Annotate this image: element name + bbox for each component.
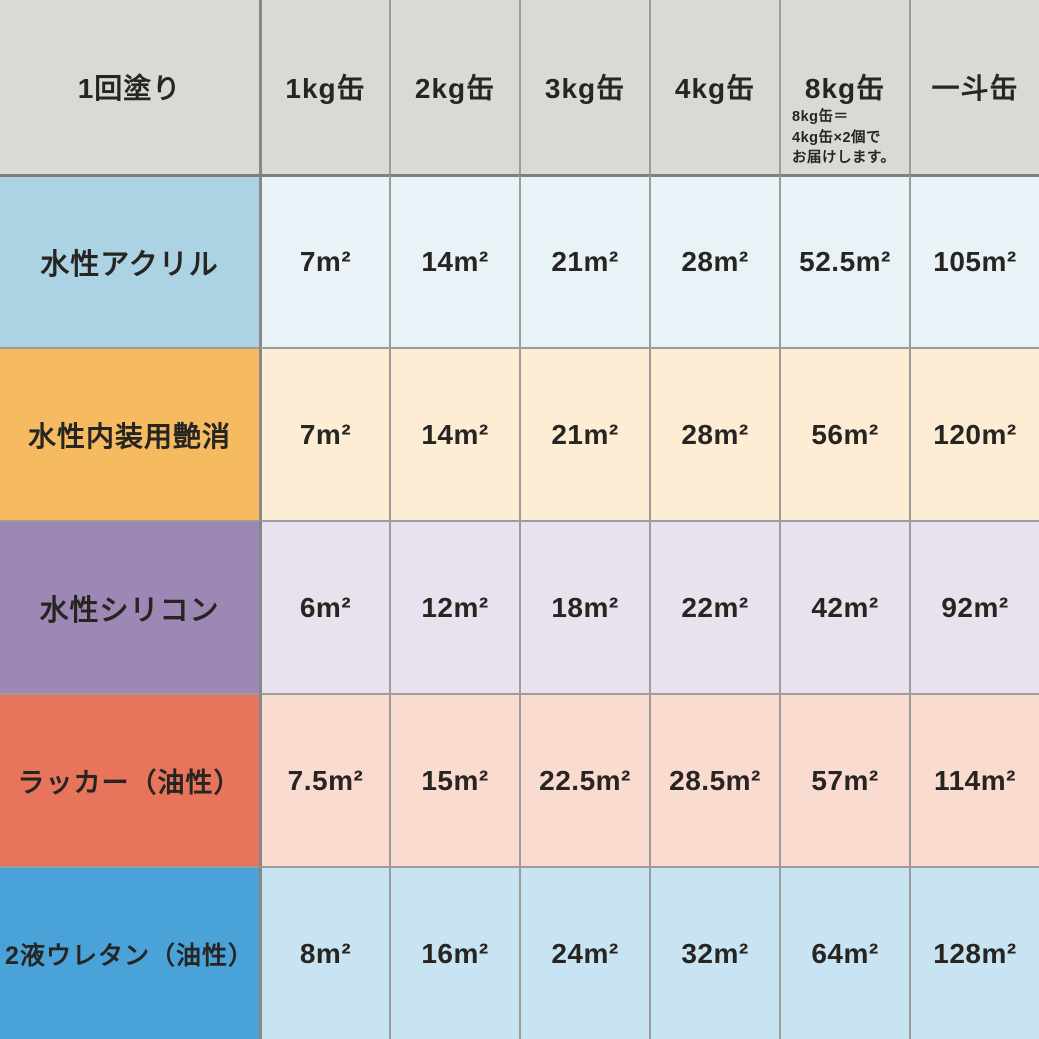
coverage-value: 52.5m² <box>799 246 891 277</box>
header-8kg-can-label: 8kg缶 <box>804 73 886 104</box>
coverage-value: 28m² <box>681 418 749 450</box>
coverage-value: 24m² <box>551 937 619 969</box>
coverage-value: 6m² <box>299 591 352 623</box>
header-1kg-can: 1kg缶 <box>259 0 389 174</box>
coverage-cell-water-acrylic-1kg: 7m² <box>259 174 389 347</box>
header-4kg-can: 4kg缶 <box>649 0 779 174</box>
header-itto-can-label: 一斗缶 <box>931 73 1019 104</box>
coverage-cell-water-acrylic-8kg: 52.5m² <box>779 174 909 347</box>
coverage-cell-urethane-4kg: 32m² <box>649 866 779 1039</box>
coverage-cell-silicone-4kg: 22m² <box>649 520 779 693</box>
coverage-cell-water-acrylic-2kg: 14m² <box>389 174 519 347</box>
8kg-can-note-line3: お届けします。 <box>792 150 896 167</box>
header-8kg-can: 8kg缶 8kg缶＝ 4kg缶×2個で お届けします。 <box>779 0 909 174</box>
row-label-water-acrylic: 水性アクリル <box>0 174 259 347</box>
row-label-water-silicone-text: 水性シリコン <box>39 594 220 627</box>
header-3kg-can-label: 3kg缶 <box>544 73 626 104</box>
coverage-value: 28m² <box>681 246 749 277</box>
coverage-value: 14m² <box>421 246 489 277</box>
coverage-cell-silicone-itto: 92m² <box>909 520 1039 693</box>
coverage-cell-silicone-8kg: 42m² <box>779 520 909 693</box>
coverage-cell-silicone-3kg: 18m² <box>519 520 649 693</box>
coverage-value: 105m² <box>933 246 1017 277</box>
row-label-water-interior-matte: 水性内装用艶消 <box>0 347 259 520</box>
coverage-cell-water-acrylic-4kg: 28m² <box>649 174 779 347</box>
header-first-coat: 1回塗り <box>0 0 259 174</box>
row-label-water-acrylic-text: 水性アクリル <box>40 249 219 281</box>
header-4kg-can-label: 4kg缶 <box>674 73 756 104</box>
header-first-coat-label: 1回塗り <box>77 73 182 104</box>
coverage-cell-urethane-8kg: 64m² <box>779 866 909 1039</box>
coverage-value: 15m² <box>421 764 489 796</box>
coverage-value: 8m² <box>299 937 352 969</box>
coverage-value: 114m² <box>934 764 1016 796</box>
coverage-value: 18m² <box>551 591 619 623</box>
coverage-value: 28.5m² <box>669 764 761 796</box>
8kg-can-note-line1: 8kg缶＝ <box>792 109 849 125</box>
row-label-lacquer-oil-text: ラッカー（油性） <box>17 768 242 798</box>
coverage-value: 120m² <box>933 418 1017 450</box>
8kg-can-note-line2: 4kg缶×2個で <box>792 129 882 146</box>
coverage-cell-silicone-2kg: 12m² <box>389 520 519 693</box>
coverage-cell-urethane-2kg: 16m² <box>389 866 519 1039</box>
coverage-cell-lacquer-4kg: 28.5m² <box>649 693 779 866</box>
coverage-value: 21m² <box>551 418 619 450</box>
coverage-cell-lacquer-1kg: 7.5m² <box>259 693 389 866</box>
coverage-cell-lacquer-8kg: 57m² <box>779 693 909 866</box>
header-itto-can: 一斗缶 <box>909 0 1039 174</box>
coverage-cell-lacquer-2kg: 15m² <box>389 693 519 866</box>
header-3kg-can: 3kg缶 <box>519 0 649 174</box>
coverage-value: 42m² <box>811 591 879 623</box>
header-2kg-can-label: 2kg缶 <box>414 73 496 104</box>
coverage-cell-interior-matte-8kg: 56m² <box>779 347 909 520</box>
coverage-cell-urethane-1kg: 8m² <box>259 866 389 1039</box>
coverage-value: 64m² <box>811 937 879 969</box>
coverage-cell-water-acrylic-itto: 105m² <box>909 174 1039 347</box>
header-2kg-can: 2kg缶 <box>389 0 519 174</box>
coverage-value: 22m² <box>681 591 749 623</box>
coverage-value: 7.5m² <box>287 764 364 796</box>
coverage-cell-interior-matte-4kg: 28m² <box>649 347 779 520</box>
row-label-water-interior-matte-text: 水性内装用艶消 <box>27 420 231 452</box>
coverage-value: 7m² <box>299 246 352 277</box>
coverage-cell-interior-matte-1kg: 7m² <box>259 347 389 520</box>
coverage-cell-interior-matte-3kg: 21m² <box>519 347 649 520</box>
row-label-water-silicone: 水性シリコン <box>0 520 259 693</box>
coverage-cell-interior-matte-itto: 120m² <box>909 347 1039 520</box>
coverage-cell-silicone-1kg: 6m² <box>259 520 389 693</box>
coverage-value: 32m² <box>681 937 749 969</box>
coverage-value: 7m² <box>299 418 352 450</box>
coverage-value: 57m² <box>811 764 879 796</box>
coverage-value: 16m² <box>421 937 489 969</box>
coverage-cell-water-acrylic-3kg: 21m² <box>519 174 649 347</box>
row-label-urethane-oil: 2液ウレタン（油性） <box>0 866 259 1039</box>
coverage-cell-urethane-itto: 128m² <box>909 866 1039 1039</box>
coverage-cell-urethane-3kg: 24m² <box>519 866 649 1039</box>
row-label-lacquer-oil: ラッカー（油性） <box>0 693 259 866</box>
coverage-value: 14m² <box>421 418 489 450</box>
coverage-cell-lacquer-itto: 114m² <box>909 693 1039 866</box>
coverage-value: 12m² <box>421 591 489 623</box>
coverage-value: 56m² <box>811 418 879 450</box>
header-1kg-can-label: 1kg缶 <box>285 73 366 104</box>
8kg-can-note: 8kg缶＝ 4kg缶×2個で お届けします。 <box>792 107 896 169</box>
coverage-cell-interior-matte-2kg: 14m² <box>389 347 519 520</box>
coverage-value: 21m² <box>551 246 619 277</box>
coverage-value: 128m² <box>933 937 1017 969</box>
row-label-urethane-oil-text: 2液ウレタン（油性） <box>5 941 254 970</box>
coverage-value: 22.5m² <box>539 764 631 796</box>
coverage-value: 92m² <box>941 591 1009 623</box>
coverage-cell-lacquer-3kg: 22.5m² <box>519 693 649 866</box>
